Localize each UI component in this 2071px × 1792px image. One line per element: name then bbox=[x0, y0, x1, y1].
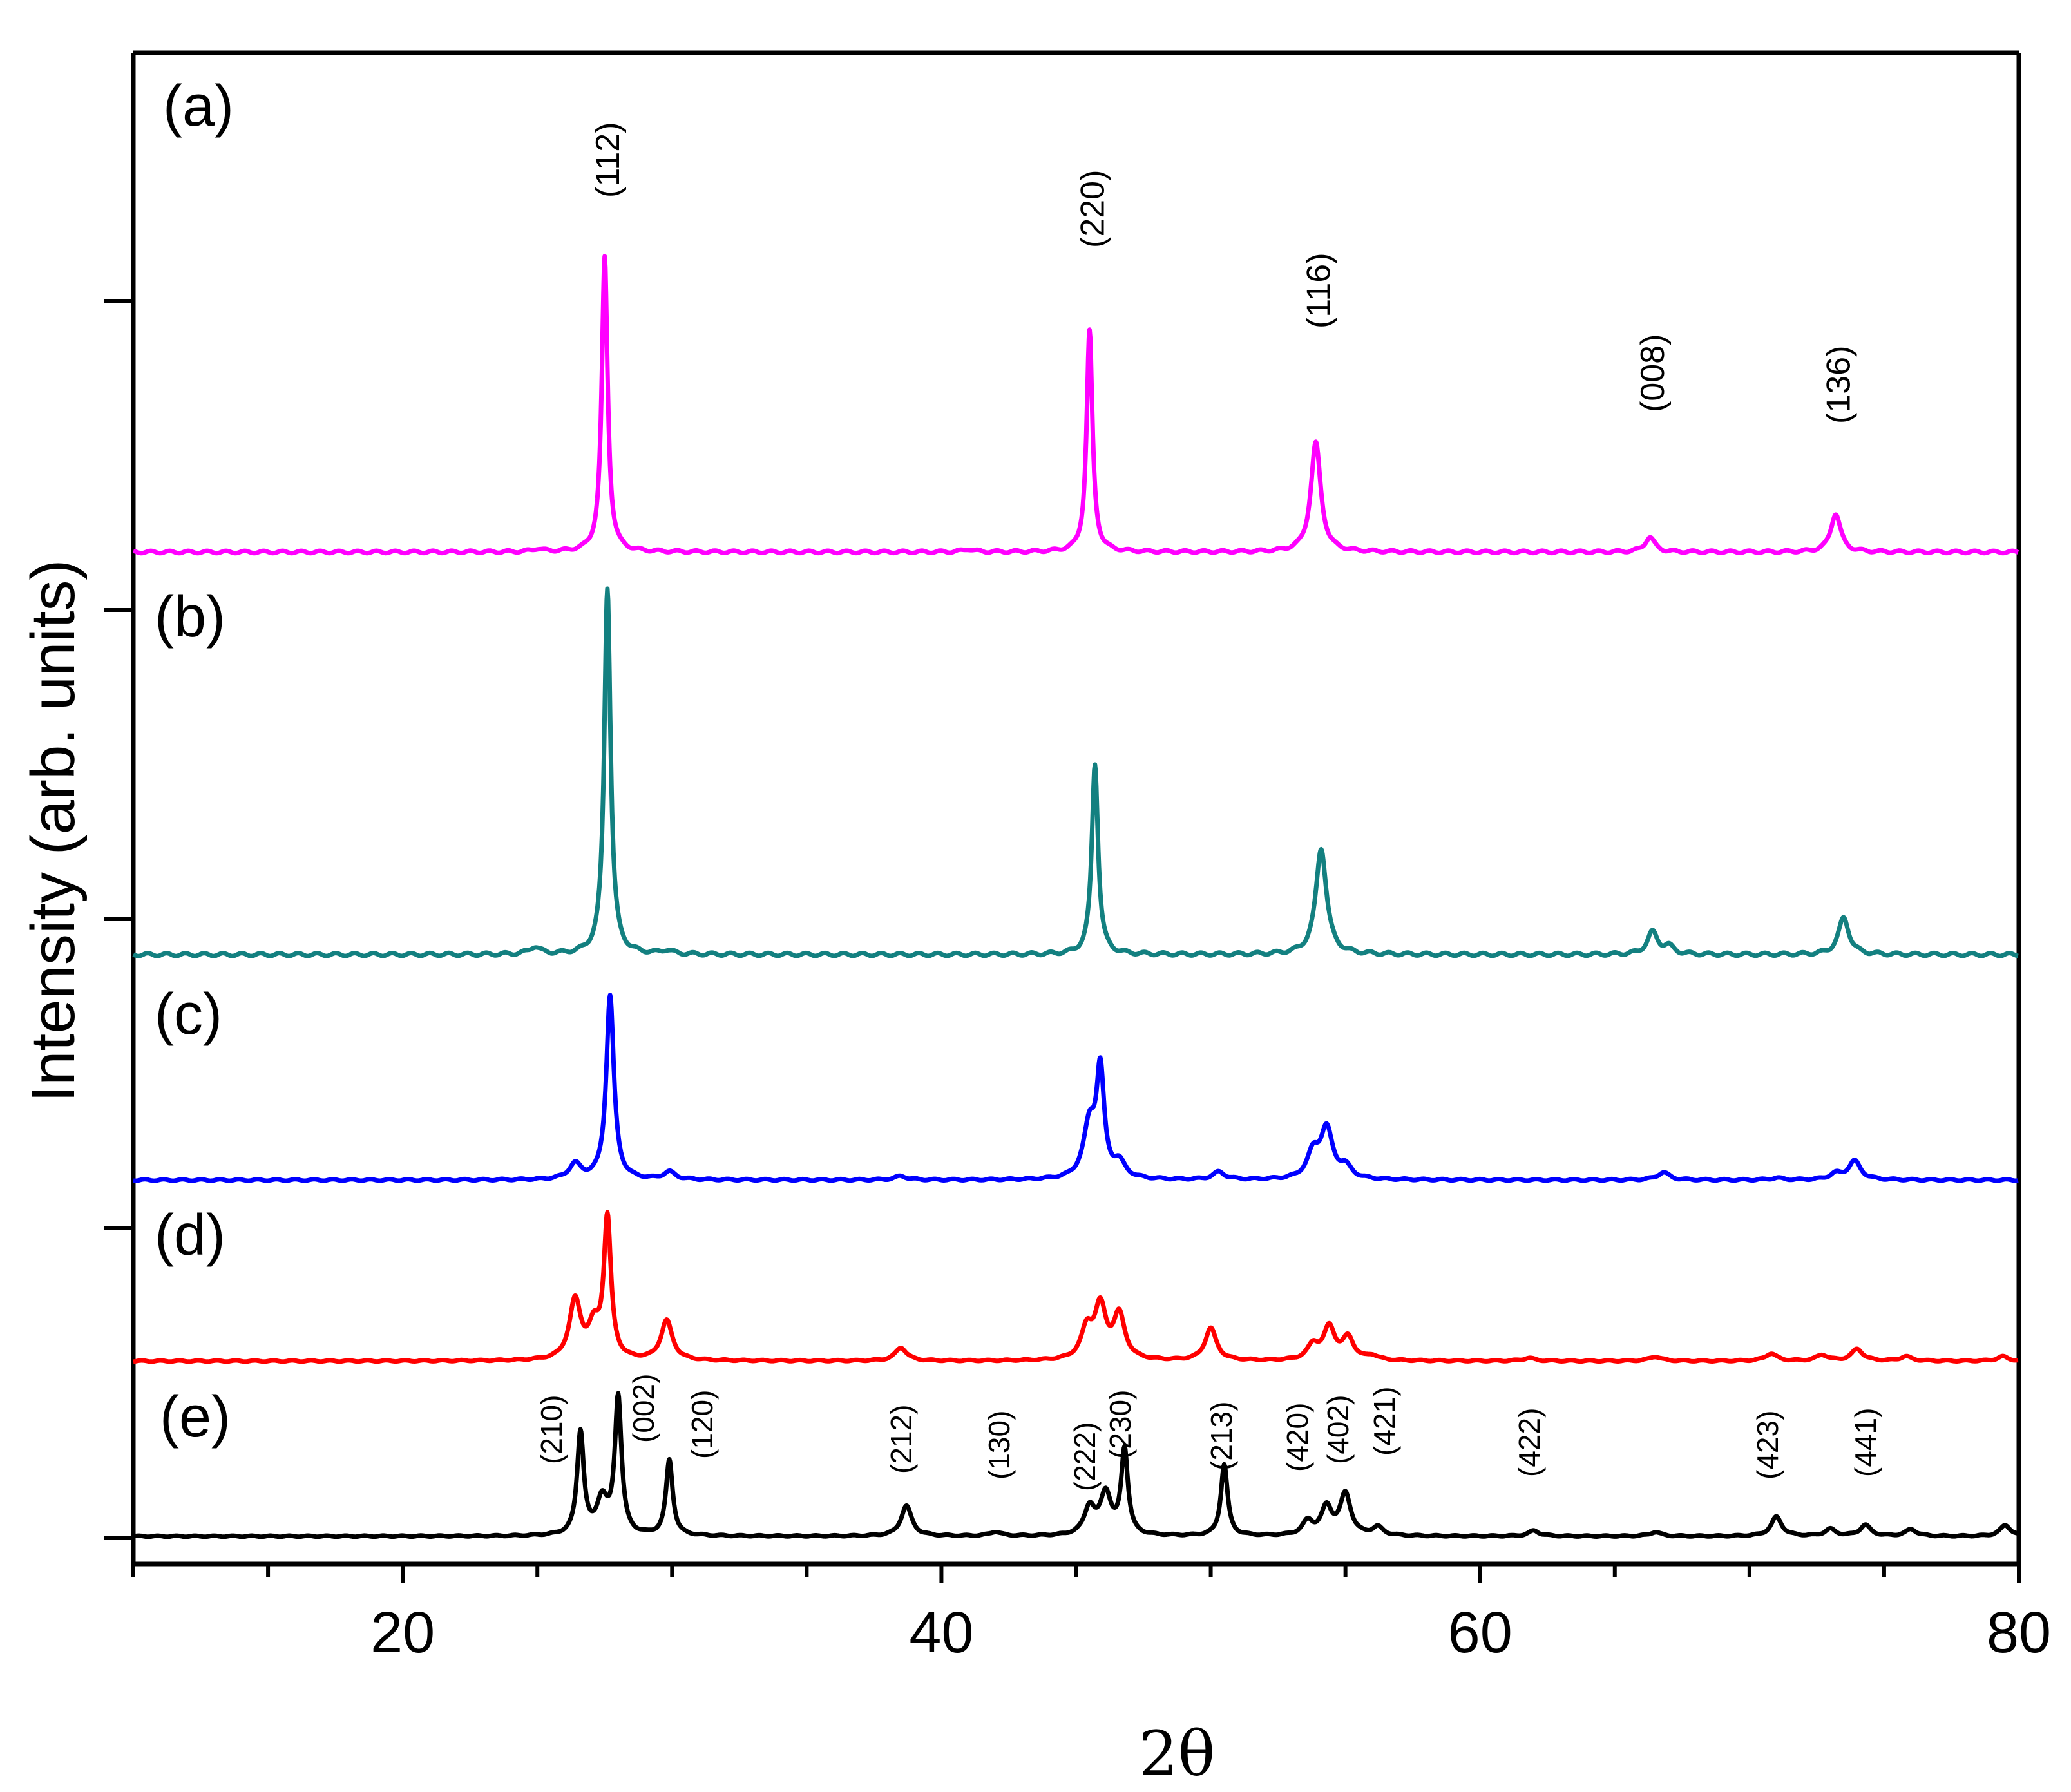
plot-frame bbox=[131, 50, 2021, 1567]
axis-ticks bbox=[104, 299, 2021, 1583]
series-group bbox=[131, 254, 2020, 1539]
peak-label: (212) bbox=[884, 1405, 918, 1474]
x-tick-label: 60 bbox=[1448, 1601, 1513, 1665]
peak-label: (220) bbox=[1074, 170, 1111, 248]
series-line-a bbox=[131, 254, 2020, 556]
x-tick-label: 80 bbox=[1987, 1601, 2051, 1665]
panel-label: (d) bbox=[155, 1203, 225, 1268]
y-axis-title: Intensity (arb. units) bbox=[19, 560, 88, 1103]
peak-label: (136) bbox=[1820, 346, 1858, 424]
panel-label: (b) bbox=[155, 585, 225, 649]
x-tick-label: 20 bbox=[370, 1601, 435, 1665]
peak-label: (421) bbox=[1368, 1387, 1401, 1456]
panel-label: (e) bbox=[160, 1385, 231, 1449]
peak-label: (441) bbox=[1849, 1408, 1882, 1477]
peak-label: (420) bbox=[1281, 1403, 1314, 1472]
peak-label: (116) bbox=[1301, 253, 1338, 329]
peak-label: (230) bbox=[1103, 1390, 1137, 1459]
peak-label: (008) bbox=[1634, 334, 1672, 412]
series-line-c bbox=[131, 993, 2020, 1183]
peak-label: (213) bbox=[1205, 1402, 1238, 1471]
peak-label: (402) bbox=[1321, 1395, 1355, 1464]
peak-label: (130) bbox=[982, 1411, 1016, 1480]
peak-label: (222) bbox=[1068, 1422, 1102, 1491]
text-labels: 20 40 60 80 (a) (b) (c) (d) (e) (112) (220) (116) (0… bbox=[19, 74, 2051, 1790]
series-line-e bbox=[131, 1391, 2020, 1539]
panel-label: (c) bbox=[155, 982, 222, 1047]
peak-label: (112) bbox=[589, 122, 627, 198]
series-line-d bbox=[131, 1210, 2020, 1364]
peak-label: (002) bbox=[627, 1374, 660, 1443]
series-line-b bbox=[131, 586, 2020, 958]
peak-label: (210) bbox=[535, 1395, 568, 1464]
peak-label: (422) bbox=[1513, 1408, 1546, 1477]
x-tick-label: 40 bbox=[909, 1601, 973, 1665]
peak-label: (120) bbox=[685, 1390, 719, 1459]
panel-label: (a) bbox=[163, 74, 234, 138]
x-axis-title: 2θ bbox=[1139, 1718, 1216, 1790]
peak-label: (423) bbox=[1751, 1411, 1784, 1480]
